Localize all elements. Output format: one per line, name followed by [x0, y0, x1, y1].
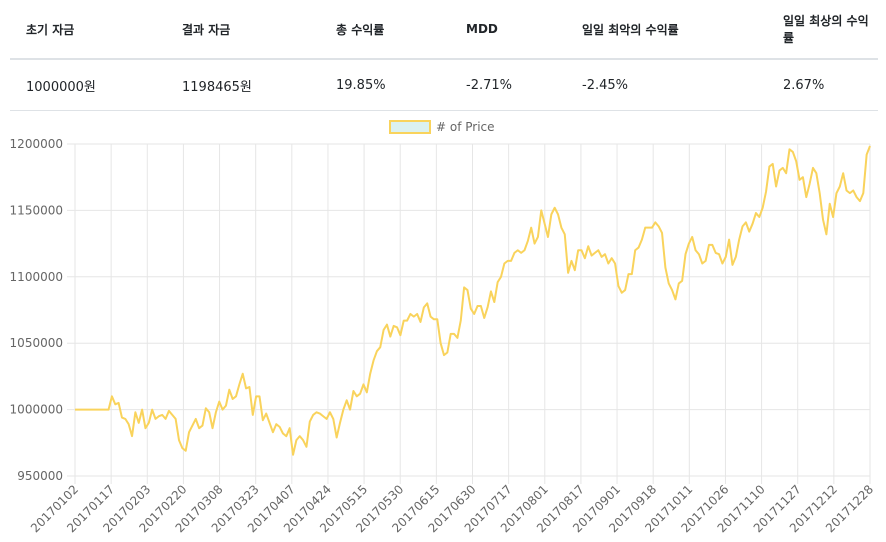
header-final-capital: 결과 자금 — [166, 0, 320, 60]
y-tick-label: 1200000 — [10, 137, 63, 151]
legend-label: # of Price — [436, 120, 495, 134]
chart-grid — [67, 143, 871, 484]
header-total-return: 총 수익률 — [320, 0, 450, 60]
header-initial-capital: 초기 자금 — [10, 0, 166, 60]
y-tick-label: 1000000 — [10, 403, 63, 417]
y-tick-label: 1150000 — [10, 203, 63, 217]
summary-table-wrapper: 초기 자금 결과 자금 총 수익률 MDD 일일 최악의 수익률 일일 최상의 … — [10, 0, 878, 111]
chart-legend[interactable]: # of Price — [389, 120, 495, 134]
header-best-daily-return: 일일 최상의 수익률 — [767, 0, 878, 60]
y-tick-label: 1100000 — [10, 270, 63, 284]
legend-swatch — [389, 120, 431, 134]
header-mdd: MDD — [450, 0, 566, 60]
y-tick-label: 950000 — [17, 469, 63, 483]
summary-header-row: 초기 자금 결과 자금 총 수익률 MDD 일일 최악의 수익률 일일 최상의 … — [10, 0, 878, 60]
value-best-daily-return: 2.67% — [767, 59, 878, 111]
header-worst-daily-return: 일일 최악의 수익률 — [566, 0, 767, 60]
y-tick-label: 1050000 — [10, 336, 63, 350]
price-line-chart: # of Price 950000 1000000 1050000 1100000 11… — [10, 120, 876, 535]
x-axis: 2017010220170117201702032017022020170308… — [28, 482, 876, 535]
summary-value-row: 1000000원 1198465원 19.85% -2.71% -2.45% 2… — [10, 59, 878, 111]
y-axis: 950000 1000000 1050000 1100000 1150000 120000… — [10, 137, 63, 483]
value-total-return: 19.85% — [320, 59, 450, 111]
value-worst-daily-return: -2.45% — [566, 59, 767, 111]
value-final-capital: 1198465원 — [166, 59, 320, 111]
value-mdd: -2.71% — [450, 59, 566, 111]
value-initial-capital: 1000000원 — [10, 59, 166, 111]
summary-table: 초기 자금 결과 자금 총 수익률 MDD 일일 최악의 수익률 일일 최상의 … — [10, 0, 878, 111]
series-line-price — [75, 145, 871, 456]
